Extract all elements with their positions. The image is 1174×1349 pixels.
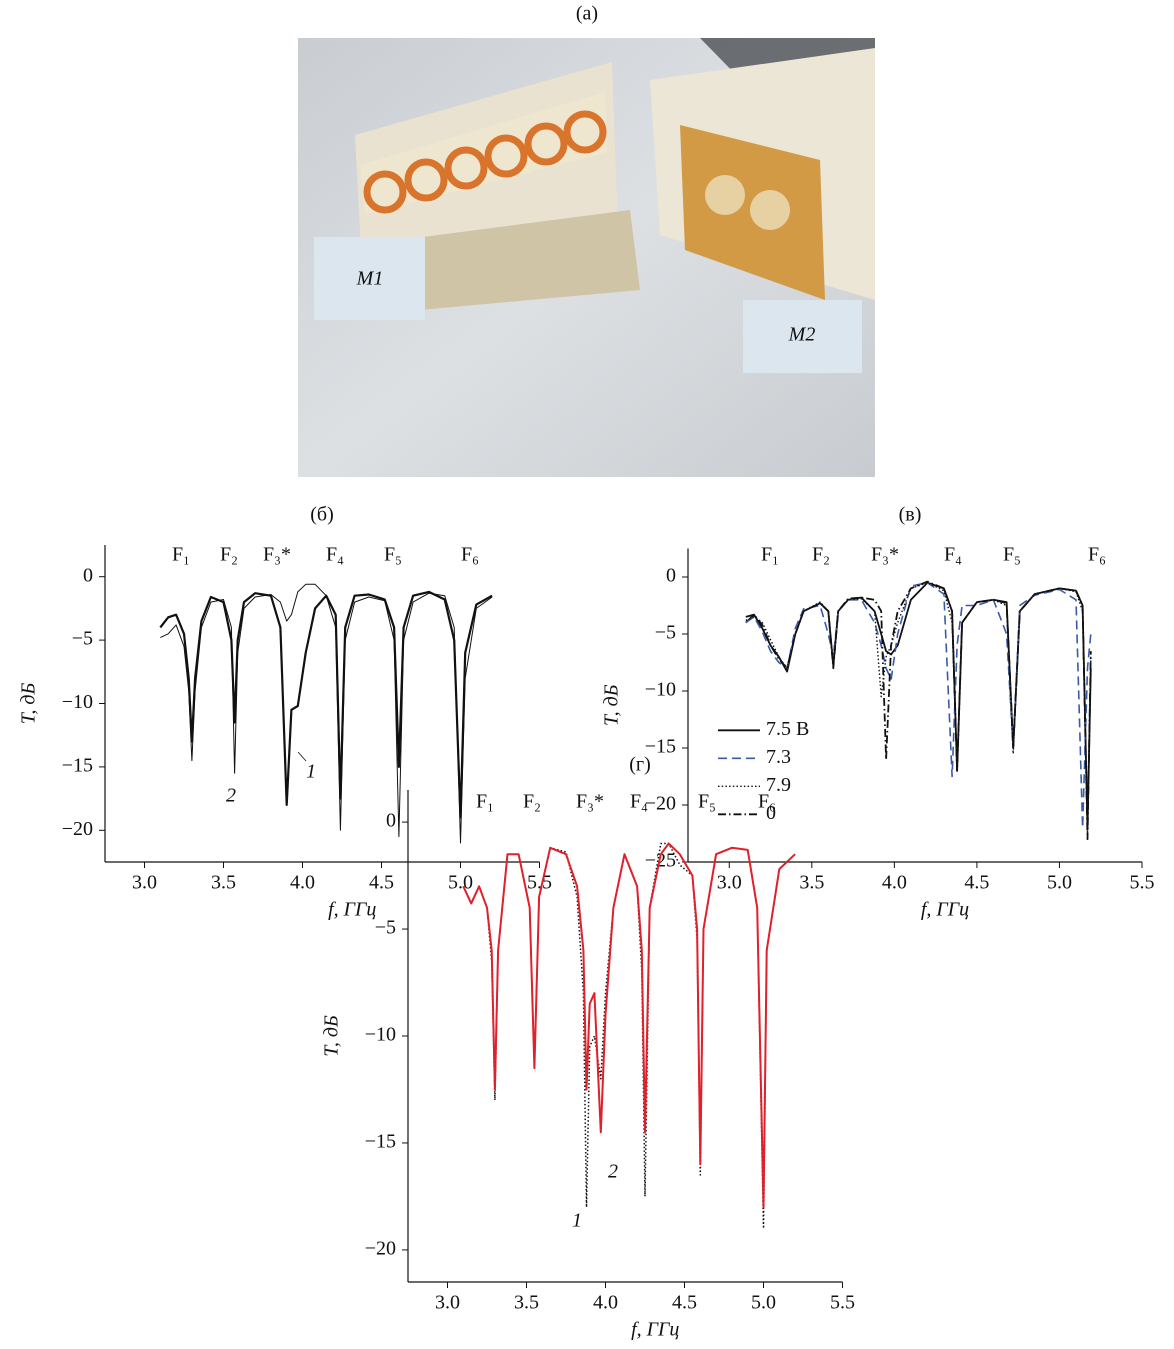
y-tick-label: −5 [375,917,396,939]
legend-label: 7.3 [766,746,791,768]
y-tick-label: −20 [645,793,676,815]
legend-label: 7.9 [766,774,791,796]
peak-label: F₄ [630,791,648,813]
y-tick-label: −5 [72,628,93,650]
photo-label: M2 [788,324,816,346]
x-tick-label: 3.0 [717,872,742,894]
y-tick-label: 0 [666,565,676,587]
legend-label: 0 [766,802,776,824]
y-tick-label: −5 [655,622,676,644]
x-axis-label: f, ГГц [631,1319,679,1341]
y-tick-label: −15 [62,754,93,776]
y-axis-label: T, дБ [601,684,623,726]
x-tick-label: 5.0 [1047,872,1072,894]
x-tick-label: 4.5 [964,872,989,894]
peak-label: F₂ [220,544,238,566]
data-line [745,581,1092,829]
x-tick-label: 4.0 [882,872,907,894]
peak-label: F₅ [698,791,716,813]
y-tick-label: 0 [83,564,93,586]
data-line [745,582,1092,835]
chart-title: (б) [310,504,334,526]
x-tick-label: 4.5 [672,1292,697,1314]
peak-label: F₆ [461,544,479,566]
chart-title: (в) [899,504,922,526]
photo-label: M1 [356,268,384,290]
peak-label: F₁ [476,791,494,813]
curve-label: 1 [572,1210,582,1232]
curve-label: 2 [226,785,236,807]
y-tick-label: −20 [62,818,93,840]
peak-label: F₆ [758,791,776,813]
x-tick-label: 5.5 [830,1292,855,1314]
y-tick-label: 0 [386,810,396,832]
y-axis-label: T, дБ [18,683,40,725]
x-tick-label: 3.5 [514,1292,539,1314]
peak-label: F₃* [263,544,291,566]
x-tick-label: 3.5 [799,872,824,894]
x-tick-label: 3.5 [211,872,236,894]
peak-label: F₅ [384,544,402,566]
data-line [160,583,493,844]
data-line [462,842,796,1209]
y-axis-label: T, дБ [321,1015,343,1057]
leader-line [297,751,307,762]
y-tick-label: −15 [645,736,676,758]
data-line [462,842,796,1230]
x-tick-label: 3.0 [132,872,157,894]
photo: M1 M2 [298,38,875,477]
x-tick-label: 5.0 [448,872,473,894]
x-axis-label: f, ГГц [921,899,969,921]
y-tick-label: −10 [645,679,676,701]
y-tick-label: −15 [365,1131,396,1153]
x-axis-label: f, ГГц [328,899,376,921]
x-tick-label: 4.0 [593,1292,618,1314]
x-tick-label: 5.5 [527,872,552,894]
peak-label: F₅ [1003,544,1021,566]
photo-caption: (а) [576,3,598,25]
y-tick-label: −20 [365,1238,396,1260]
x-tick-label: 3.0 [435,1292,460,1314]
x-tick-label: 5.5 [1130,872,1155,894]
data-line [159,590,493,819]
peak-label: F₄ [944,544,962,566]
peak-label: F₆ [1088,544,1106,566]
curve-label: 2 [608,1161,618,1183]
peak-label: F₂ [523,791,541,813]
peak-label: F₃* [871,544,899,566]
y-tick-label: −10 [365,1024,396,1046]
y-tick-label: −10 [62,691,93,713]
legend-label: 7.5 В [766,718,809,740]
peak-label: F₁ [761,544,779,566]
data-line [745,580,1092,841]
x-tick-label: 4.0 [290,872,315,894]
peak-label: F₂ [812,544,830,566]
data-line [745,581,1092,829]
x-tick-label: 5.0 [751,1292,776,1314]
curve-label: 1 [306,761,316,783]
peak-label: F₃* [576,791,604,813]
peak-label: F₁ [172,544,190,566]
peak-label: F₄ [326,544,344,566]
x-tick-label: 4.5 [369,872,394,894]
chart-title: (г) [629,754,651,776]
